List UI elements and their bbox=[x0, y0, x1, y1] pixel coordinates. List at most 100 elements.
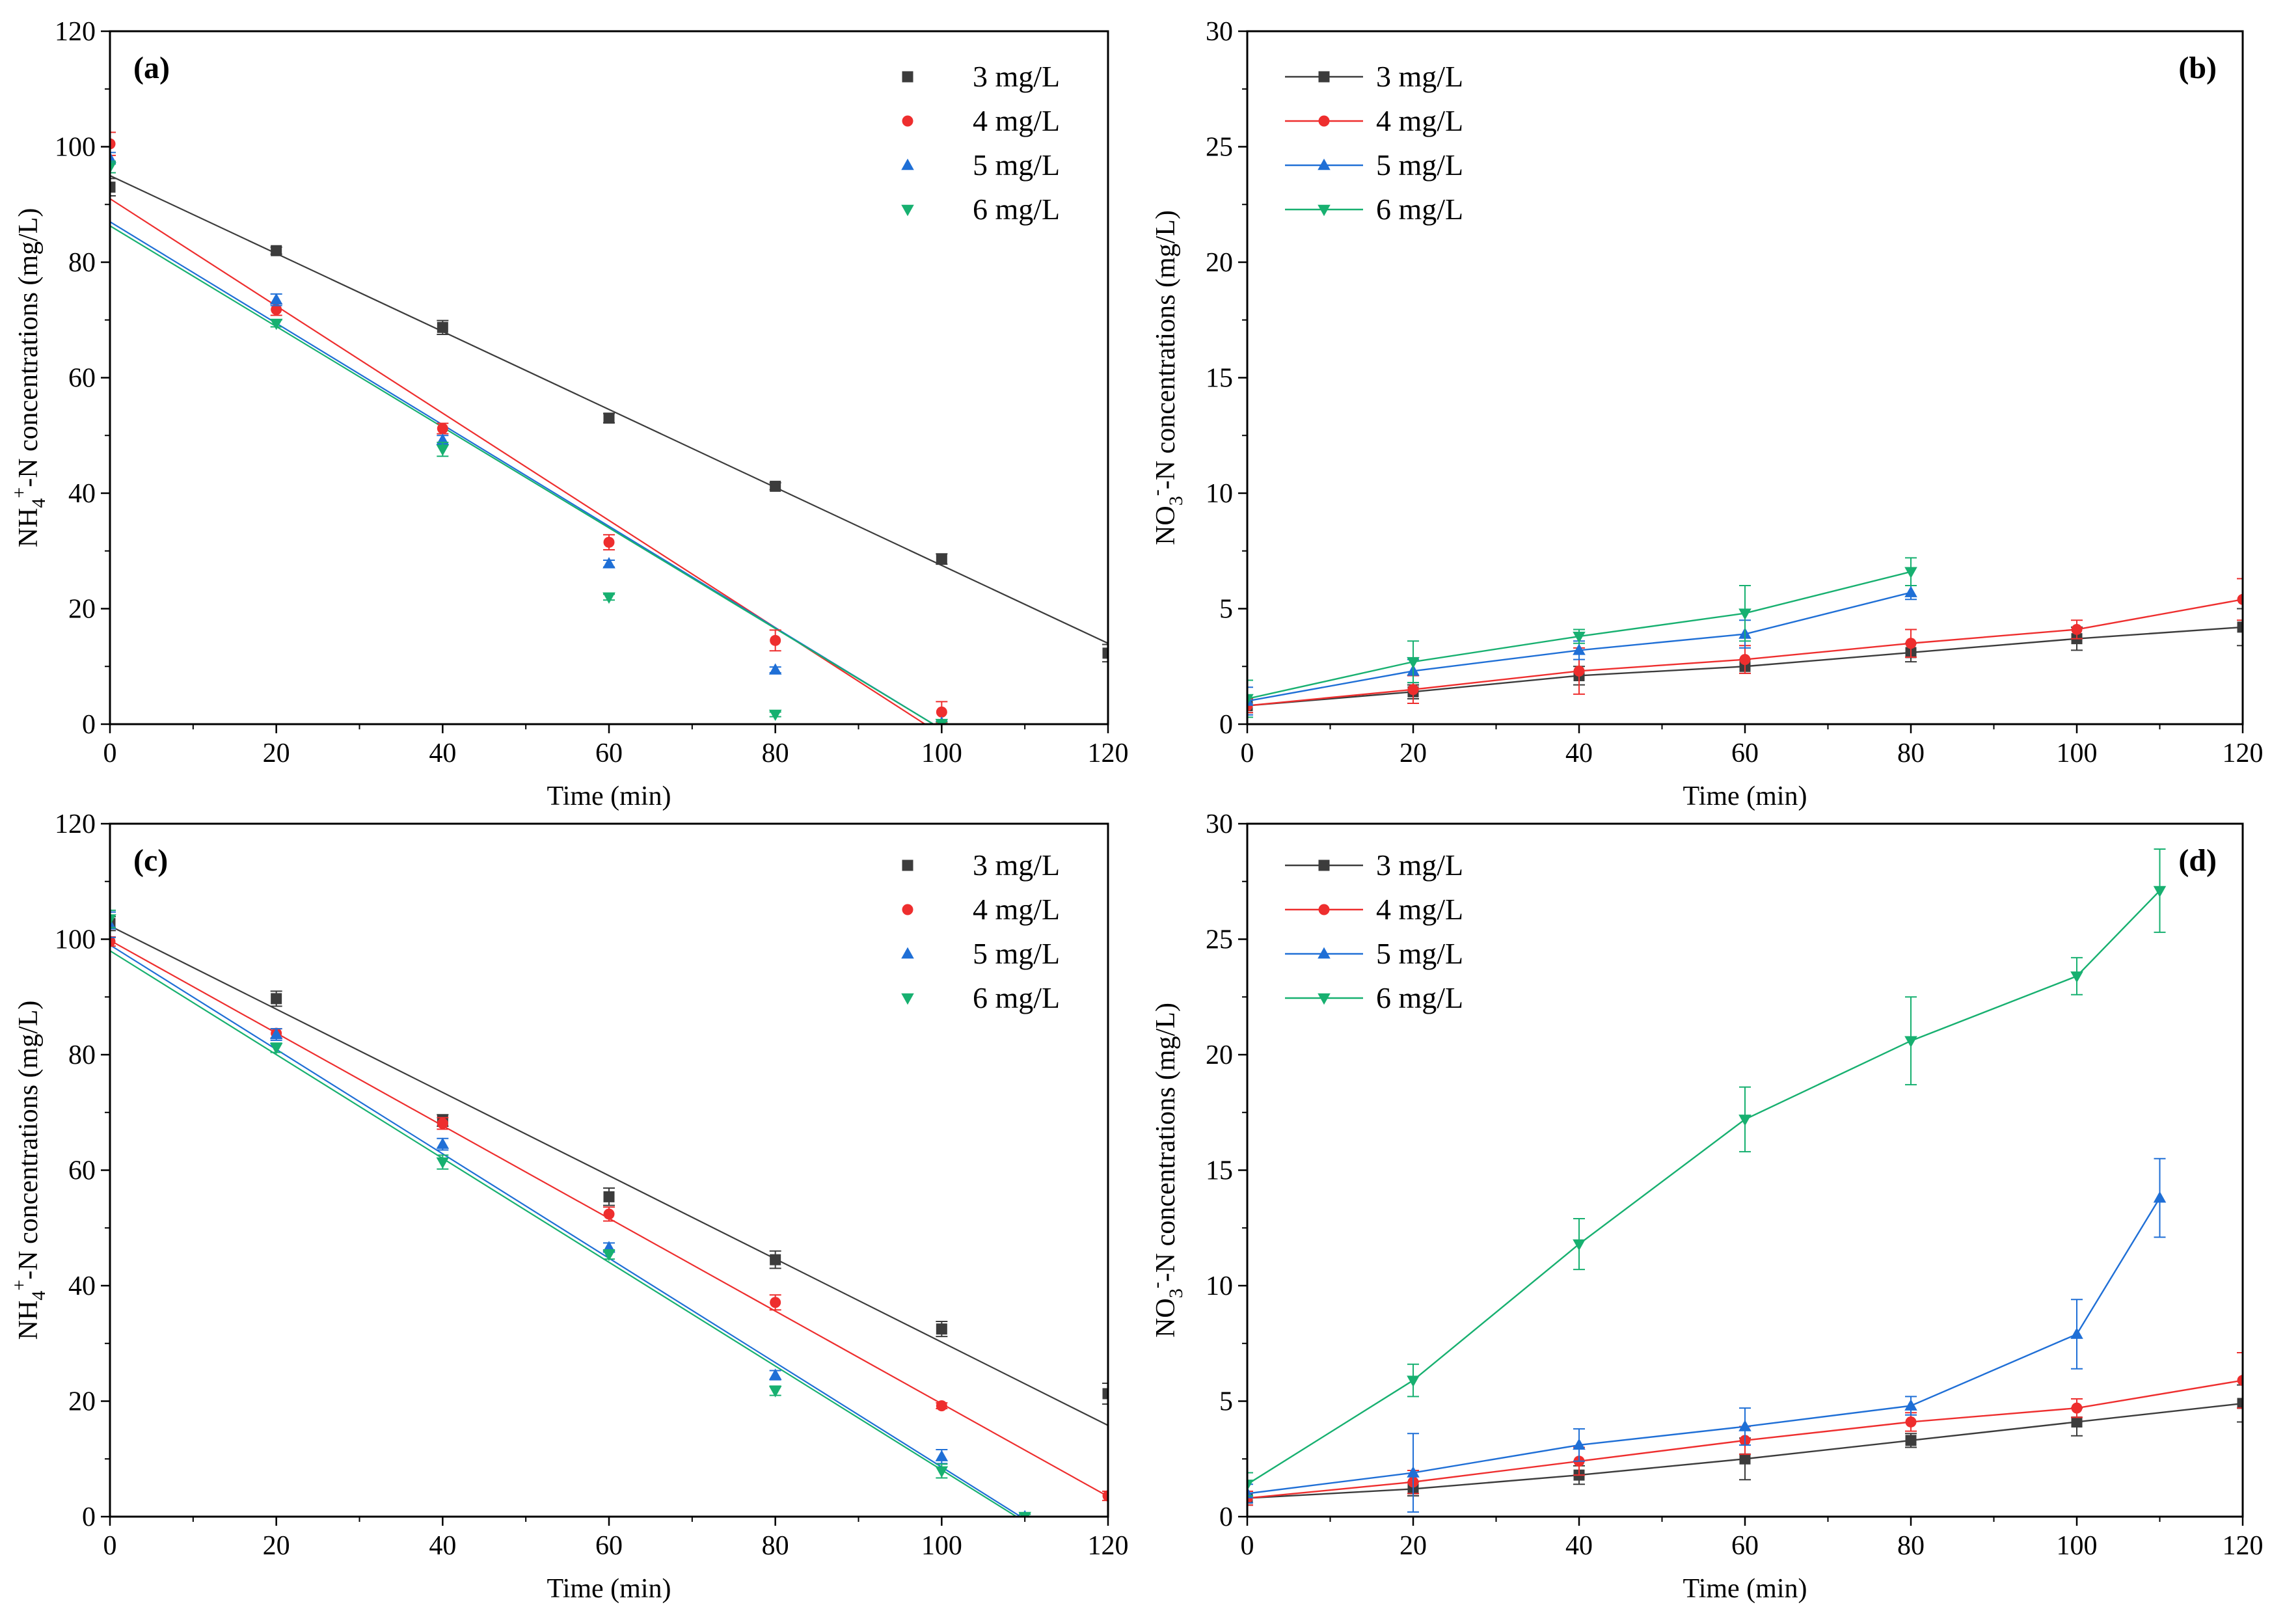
data-point bbox=[2071, 623, 2083, 635]
y-tick-label: 15 bbox=[1206, 364, 1233, 394]
data-point bbox=[1102, 647, 1108, 659]
y-axis-title-rest: -N concentrations (mg/L) bbox=[1151, 210, 1181, 489]
y-axis-title-rest: -N concentrations (mg/L) bbox=[14, 1001, 44, 1280]
data-point bbox=[1573, 1239, 1586, 1251]
plot-frame bbox=[1246, 822, 2244, 1518]
x-tick-label: 40 bbox=[429, 1531, 456, 1561]
x-tick-label: 20 bbox=[263, 1531, 290, 1561]
x-tick-label: 100 bbox=[921, 738, 962, 768]
data-point bbox=[2153, 1191, 2167, 1203]
y-tick-label: 10 bbox=[1206, 479, 1233, 509]
legend-marker bbox=[1318, 859, 1330, 871]
legend-marker bbox=[902, 904, 913, 915]
legend-marker bbox=[901, 947, 914, 959]
series-line bbox=[1247, 1197, 2161, 1495]
legend-label: 6 mg/L bbox=[1376, 193, 1463, 226]
y-tick-label: 0 bbox=[82, 1502, 96, 1532]
x-tick-label: 60 bbox=[1731, 1531, 1759, 1561]
legend-item: 3 mg/L bbox=[902, 60, 1060, 93]
x-tick-label: 0 bbox=[103, 1531, 117, 1561]
data-point bbox=[110, 182, 116, 193]
y-tick-label: 80 bbox=[68, 1040, 96, 1070]
legend-label: 5 mg/L bbox=[1376, 937, 1463, 970]
data-point bbox=[1247, 1480, 1254, 1491]
data-point bbox=[1905, 1416, 1917, 1428]
legend-item: 4 mg/L bbox=[1285, 893, 1463, 926]
legend-marker bbox=[1318, 947, 1331, 959]
legend-item: 3 mg/L bbox=[1285, 60, 1463, 93]
data-point bbox=[768, 709, 782, 722]
data-point bbox=[936, 1323, 947, 1335]
panel-label: (a) bbox=[133, 51, 170, 85]
data-point bbox=[603, 1208, 615, 1220]
y-axis-title-main: NH bbox=[14, 508, 44, 548]
x-tick-label: 80 bbox=[762, 1531, 789, 1561]
legend-marker bbox=[902, 71, 913, 83]
legend-label: 4 mg/L bbox=[973, 104, 1060, 137]
plot-frame bbox=[109, 30, 1109, 725]
data-point bbox=[1407, 1375, 1420, 1387]
y-tick-label: 30 bbox=[1206, 809, 1233, 839]
y-axis-title: NH4+-N concentrations (mg/L) bbox=[8, 208, 49, 548]
data-point bbox=[770, 1297, 781, 1308]
legend-marker bbox=[1318, 904, 1330, 915]
legend-item: 6 mg/L bbox=[901, 193, 1060, 226]
data-point bbox=[110, 914, 116, 926]
data-point bbox=[936, 1400, 947, 1412]
x-tick-label: 80 bbox=[762, 738, 789, 768]
legend-marker bbox=[1318, 158, 1331, 170]
x-tick-label: 40 bbox=[1565, 738, 1593, 768]
x-tick-label: 0 bbox=[1241, 1531, 1254, 1561]
legend-marker bbox=[901, 204, 914, 217]
data-point bbox=[770, 634, 781, 646]
data-point bbox=[1247, 694, 1254, 706]
y-axis-title-sup: + bbox=[8, 487, 30, 498]
y-axis-title-sub: 4 bbox=[28, 1291, 49, 1301]
data-point bbox=[1573, 665, 1585, 677]
legend-item: 6 mg/L bbox=[901, 981, 1060, 1014]
data-point bbox=[436, 1137, 450, 1149]
data-point bbox=[603, 1191, 615, 1202]
y-tick-label: 120 bbox=[55, 809, 96, 839]
data-point bbox=[1905, 638, 1917, 649]
data-point bbox=[269, 1027, 283, 1040]
legend-label: 6 mg/L bbox=[973, 981, 1060, 1014]
y-axis-title: NO3--N concentrations (mg/L) bbox=[1146, 210, 1187, 545]
legend-label: 3 mg/L bbox=[973, 848, 1060, 882]
y-tick-label: 20 bbox=[1206, 1040, 1233, 1070]
legend-label: 3 mg/L bbox=[1376, 60, 1463, 93]
legend-marker bbox=[901, 158, 914, 170]
panel-a: 0 20 40 60 80 100 120 0 20 40 60 80 100 120 Time (min)… bbox=[8, 17, 1129, 811]
data-point bbox=[110, 152, 116, 163]
legend-item: 6 mg/L bbox=[1285, 193, 1463, 226]
x-tick-label: 20 bbox=[1399, 1531, 1427, 1561]
x-axis-title: Time (min) bbox=[547, 1574, 671, 1604]
y-axis-title-sup: - bbox=[1146, 489, 1167, 496]
x-tick-label: 100 bbox=[921, 1531, 962, 1561]
y-axis-title-main: NO bbox=[1151, 1298, 1181, 1338]
data-point bbox=[1904, 567, 1917, 578]
x-tick-label: 20 bbox=[1399, 738, 1427, 768]
data-point bbox=[770, 480, 781, 492]
legend-item: 5 mg/L bbox=[1285, 148, 1463, 182]
data-point bbox=[1247, 694, 1254, 706]
data-point bbox=[602, 592, 615, 604]
legend-marker bbox=[902, 115, 913, 127]
data-point bbox=[110, 918, 116, 930]
legend-item: 4 mg/L bbox=[1285, 104, 1463, 137]
data-point bbox=[935, 1466, 949, 1478]
y-tick-label: 100 bbox=[55, 133, 96, 163]
data-point bbox=[2237, 1375, 2243, 1387]
data-point bbox=[935, 718, 949, 724]
data-point bbox=[271, 245, 282, 256]
y-tick-label: 5 bbox=[1219, 595, 1233, 625]
data-point bbox=[437, 423, 448, 435]
fit-line bbox=[110, 944, 1021, 1517]
data-point bbox=[2070, 1327, 2083, 1339]
legend: 3 mg/L 4 mg/L 5 mg/L 6 mg/L bbox=[901, 848, 1060, 1014]
data-point bbox=[110, 138, 116, 150]
legend-item: 4 mg/L bbox=[902, 893, 1060, 926]
data-point bbox=[436, 1157, 450, 1169]
